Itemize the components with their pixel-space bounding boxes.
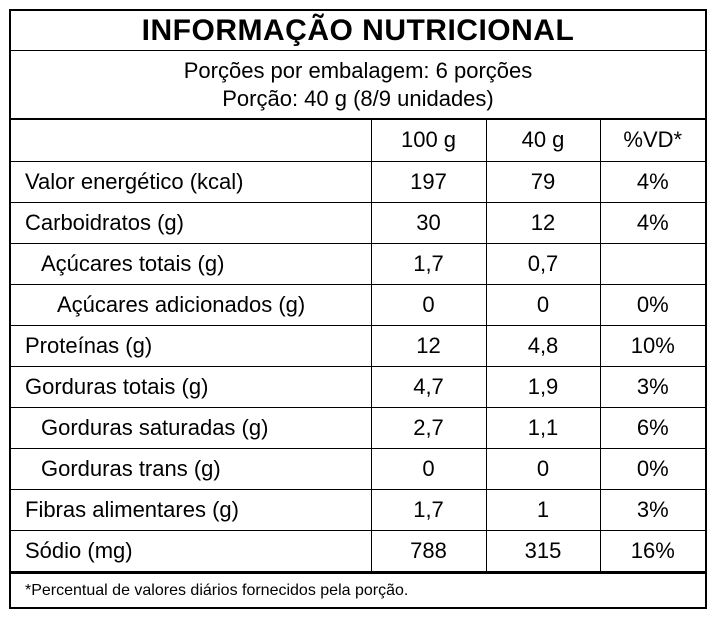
header-nutrient	[11, 120, 372, 162]
value-per-portion: 0,7	[485, 242, 601, 285]
panel-title: INFORMAÇÃO NUTRICIONAL	[11, 11, 705, 51]
value-daily: 4%	[599, 201, 705, 244]
table-row: Valor energético (kcal) 197 79 4%	[11, 160, 705, 203]
nutrient-name: Carboidratos (g)	[11, 201, 372, 244]
table-row: Sódio (mg) 788 315 16%	[11, 529, 705, 572]
header-row: 100 g 40 g %VD*	[11, 120, 705, 162]
value-daily: 6%	[599, 406, 705, 449]
header-per-100g: 100 g	[370, 120, 487, 162]
footnote: *Percentual de valores diários fornecido…	[11, 571, 705, 607]
table-row: Açúcares adicionados (g) 0 0 0%	[11, 283, 705, 326]
value-per-100g: 0	[370, 447, 487, 490]
nutrient-name: Açúcares adicionados (g)	[11, 283, 372, 326]
value-daily	[599, 242, 705, 285]
value-per-100g: 1,7	[370, 488, 487, 531]
value-per-portion: 1	[485, 488, 601, 531]
value-per-portion: 315	[485, 529, 601, 572]
value-per-portion: 1,9	[485, 365, 601, 408]
nutrition-facts-panel: INFORMAÇÃO NUTRICIONAL Porções por embal…	[9, 9, 707, 609]
table-row: Carboidratos (g) 30 12 4%	[11, 201, 705, 244]
table-row: Gorduras trans (g) 0 0 0%	[11, 447, 705, 490]
value-per-100g: 197	[370, 160, 487, 203]
nutrient-name: Proteínas (g)	[11, 324, 372, 367]
value-per-portion: 4,8	[485, 324, 601, 367]
table-row: Proteínas (g) 12 4,8 10%	[11, 324, 705, 367]
value-daily: 3%	[599, 365, 705, 408]
value-per-portion: 79	[485, 160, 601, 203]
servings-per-package: Porções por embalagem: 6 porções	[183, 58, 533, 83]
nutrient-name: Sódio (mg)	[11, 529, 372, 572]
value-daily: 0%	[599, 283, 705, 326]
table-row: Fibras alimentares (g) 1,7 1 3%	[11, 488, 705, 531]
value-per-100g: 0	[370, 283, 487, 326]
nutrient-name: Fibras alimentares (g)	[11, 488, 372, 531]
serving-size: Porção: 40 g (8/9 unidades)	[222, 86, 494, 111]
value-per-100g: 12	[370, 324, 487, 367]
value-per-portion: 12	[485, 201, 601, 244]
header-daily-value: %VD*	[599, 120, 705, 162]
value-daily: 3%	[599, 488, 705, 531]
table-row: Gorduras saturadas (g) 2,7 1,1 6%	[11, 406, 705, 449]
table-row: Açúcares totais (g) 1,7 0,7	[11, 242, 705, 285]
value-daily: 16%	[599, 529, 705, 572]
value-per-portion: 0	[485, 447, 601, 490]
nutrient-name: Gorduras totais (g)	[11, 365, 372, 408]
value-per-100g: 1,7	[370, 242, 487, 285]
value-per-portion: 0	[485, 283, 601, 326]
nutrient-name: Gorduras trans (g)	[11, 447, 372, 490]
value-daily: 10%	[599, 324, 705, 367]
table-row: Gorduras totais (g) 4,7 1,9 3%	[11, 365, 705, 408]
header-per-portion: 40 g	[485, 120, 601, 162]
value-per-portion: 1,1	[485, 406, 601, 449]
nutrition-table: 100 g 40 g %VD* Valor energético (kcal) …	[11, 120, 705, 572]
value-per-100g: 4,7	[370, 365, 487, 408]
value-per-100g: 788	[370, 529, 487, 572]
nutrient-name: Gorduras saturadas (g)	[11, 406, 372, 449]
value-daily: 4%	[599, 160, 705, 203]
value-daily: 0%	[599, 447, 705, 490]
nutrient-name: Valor energético (kcal)	[11, 160, 372, 203]
value-per-100g: 30	[370, 201, 487, 244]
value-per-100g: 2,7	[370, 406, 487, 449]
nutrient-name: Açúcares totais (g)	[11, 242, 372, 285]
serving-info: Porções por embalagem: 6 porções Porção:…	[11, 51, 705, 120]
